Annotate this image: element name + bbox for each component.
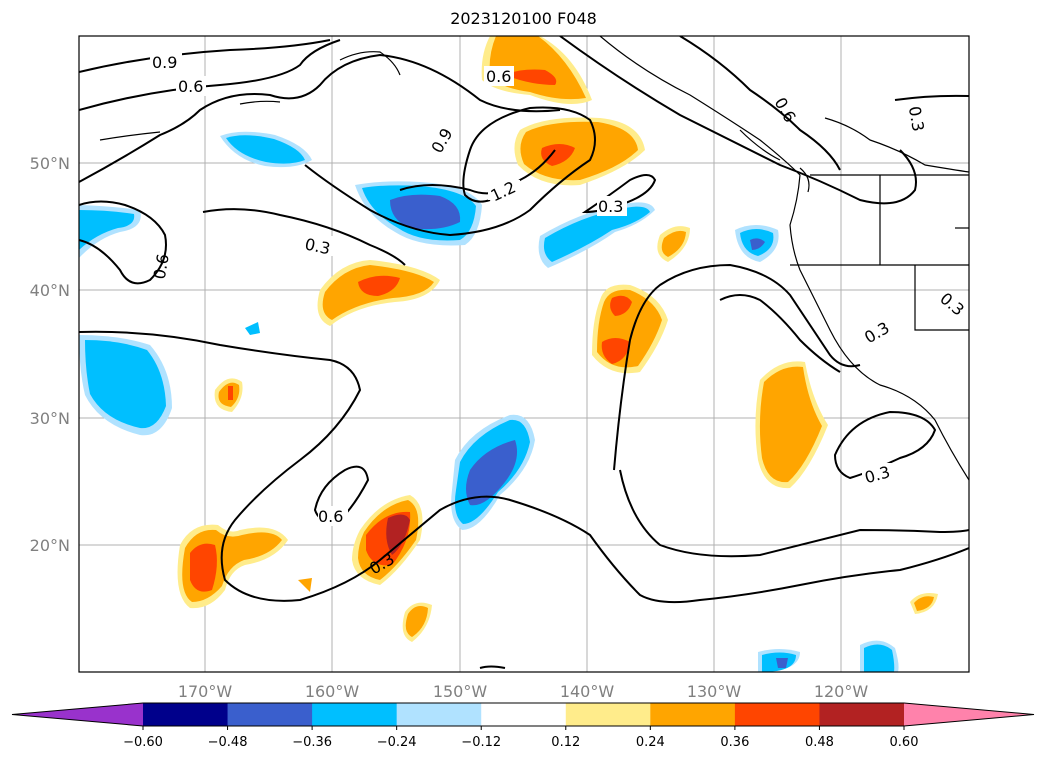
colorbar-segment (650, 703, 736, 726)
colorbar-segment (143, 703, 229, 726)
contour-label: 0.6 (150, 252, 173, 280)
lon-tick-label: 130°W (687, 682, 742, 701)
colorbar-tick-label: −0.60 (123, 735, 163, 750)
lat-tick-label: 20°N (30, 536, 70, 555)
colorbar-segment (227, 703, 313, 726)
lon-tick-label: 140°W (560, 682, 615, 701)
colorbar-segment (819, 703, 905, 726)
colorbar-tick-label: 0.36 (720, 735, 749, 750)
contour-lines (79, 36, 969, 669)
colorbar-extend-low (12, 703, 143, 726)
coastlines (99, 36, 969, 481)
map-title: 2023120100 F048 (450, 9, 597, 28)
colorbar-tick-label: 0.24 (636, 735, 665, 750)
lon-tick-label: 120°W (814, 682, 869, 701)
colorbar-extend-high (904, 703, 1034, 726)
lat-tick-label: 30°N (30, 409, 70, 428)
lat-tick-label: 40°N (30, 281, 70, 300)
colorbar-segment (312, 703, 398, 726)
colorbar: −0.60 −0.48 −0.36 −0.24 −0.12 0.12 0.24 0.36 0.4… (11, 702, 1035, 750)
colorbar-segment (481, 703, 567, 726)
contour-label: 0.3 (905, 105, 928, 133)
contour-label: 0.6 (178, 77, 203, 96)
map-border (78, 35, 970, 673)
colorbar-segment (396, 703, 482, 726)
contour-label: 0.9 (152, 53, 177, 72)
contour-labels: 0.9 0.6 0.6 0.9 1.2 0.3 0.3 0.6 0.6 0.3 … (150, 52, 968, 578)
colorbar-segment (565, 703, 651, 726)
colorbar-segment (734, 703, 820, 726)
contour-label: 0.3 (303, 234, 332, 258)
longitude-labels: 170°W 160°W 150°W 140°W 130°W 120°W (178, 682, 869, 701)
contour-label: 0.6 (318, 507, 343, 526)
lat-tick-label: 50°N (30, 154, 70, 173)
colorbar-tick-label: −0.24 (377, 735, 417, 750)
lon-tick-label: 170°W (178, 682, 233, 701)
lon-tick-label: 160°W (305, 682, 360, 701)
colorbar-tick-label: −0.12 (461, 735, 501, 750)
colorbar-tick-label: 0.48 (805, 735, 834, 750)
lon-tick-label: 150°W (433, 682, 488, 701)
colorbar-tick-label: −0.48 (208, 735, 248, 750)
contour-label: 0.3 (598, 197, 623, 216)
colorbar-tick-label: −0.36 (292, 735, 332, 750)
latitude-labels: 50°N 40°N 30°N 20°N (30, 154, 70, 555)
positive-anomaly-fill (177, 36, 938, 642)
colorbar-tick-label: 0.60 (890, 735, 919, 750)
contour-label: 0.6 (486, 67, 511, 86)
colorbar-tick-label: 0.12 (551, 735, 580, 750)
